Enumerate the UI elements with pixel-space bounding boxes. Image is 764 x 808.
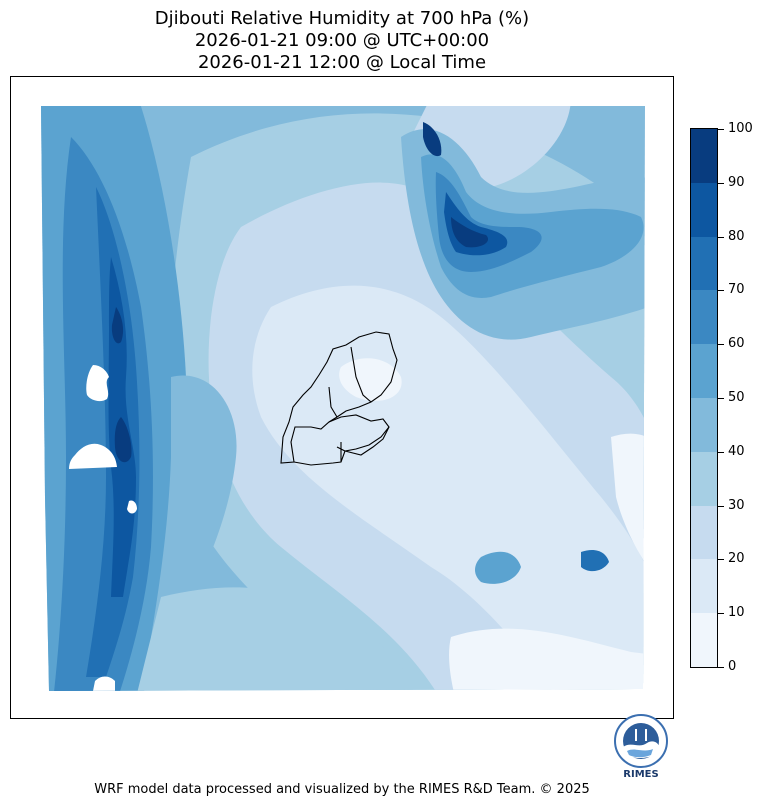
map-title: Djibouti Relative Humidity at 700 hPa (%… [154, 8, 530, 29]
colorbar-band [691, 236, 717, 291]
colorbar-tick-mark [718, 451, 724, 453]
colorbar-tick-mark [718, 505, 724, 507]
logo-text: RIMES [623, 769, 659, 780]
humidity-map [41, 106, 645, 691]
colorbar-tick-mark [718, 236, 724, 238]
colorbar-band [691, 451, 717, 506]
footer-credit: WRF model data processed and visualized … [94, 782, 590, 797]
humidity-field [41, 106, 645, 691]
colorbar-band [691, 505, 717, 560]
colorbar-band [691, 129, 717, 183]
country-borders [280, 331, 398, 466]
colorbar-tick-label: 20 [728, 551, 745, 567]
colorbar-tick-mark [718, 667, 724, 668]
map-frame: RIMES [10, 76, 674, 780]
colorbar-tick-mark [718, 344, 724, 346]
colorbar-band [691, 613, 717, 667]
colorbar-tick-mark [718, 129, 724, 130]
colorbar-band [691, 559, 717, 614]
colorbar-tick-label: 40 [728, 443, 745, 459]
colorbar-tick-label: 60 [728, 336, 745, 352]
local-time: 2026-01-21 12:00 @ Local Time [197, 52, 487, 73]
rimes-logo: RIMES [609, 713, 673, 785]
colorbar-band [691, 398, 717, 452]
colorbar-tick-label: 10 [728, 605, 745, 621]
colorbar-tick-label: 30 [728, 497, 745, 513]
colorbar-tick-label: 80 [728, 228, 745, 244]
rimes-emblem-icon [614, 714, 668, 768]
colorbar-tick-mark [718, 182, 724, 184]
colorbar-band [691, 290, 717, 345]
colorbar-tick-label: 0 [728, 659, 737, 674]
colorbar [690, 128, 718, 668]
utc-time: 2026-01-21 09:00 @ UTC+00:00 [194, 30, 490, 51]
colorbar-tick-mark [718, 398, 724, 399]
colorbar-tick-label: 90 [728, 174, 745, 190]
colorbar-tick-mark [718, 559, 724, 561]
colorbar-tick-mark [718, 290, 724, 292]
colorbar-tick-mark [718, 613, 724, 615]
colorbar-band [691, 182, 717, 237]
colorbar-tick-label: 100 [728, 121, 753, 136]
colorbar-tick-label: 70 [728, 282, 745, 298]
colorbar-band [691, 344, 717, 398]
colorbar-tick-label: 50 [728, 390, 745, 405]
